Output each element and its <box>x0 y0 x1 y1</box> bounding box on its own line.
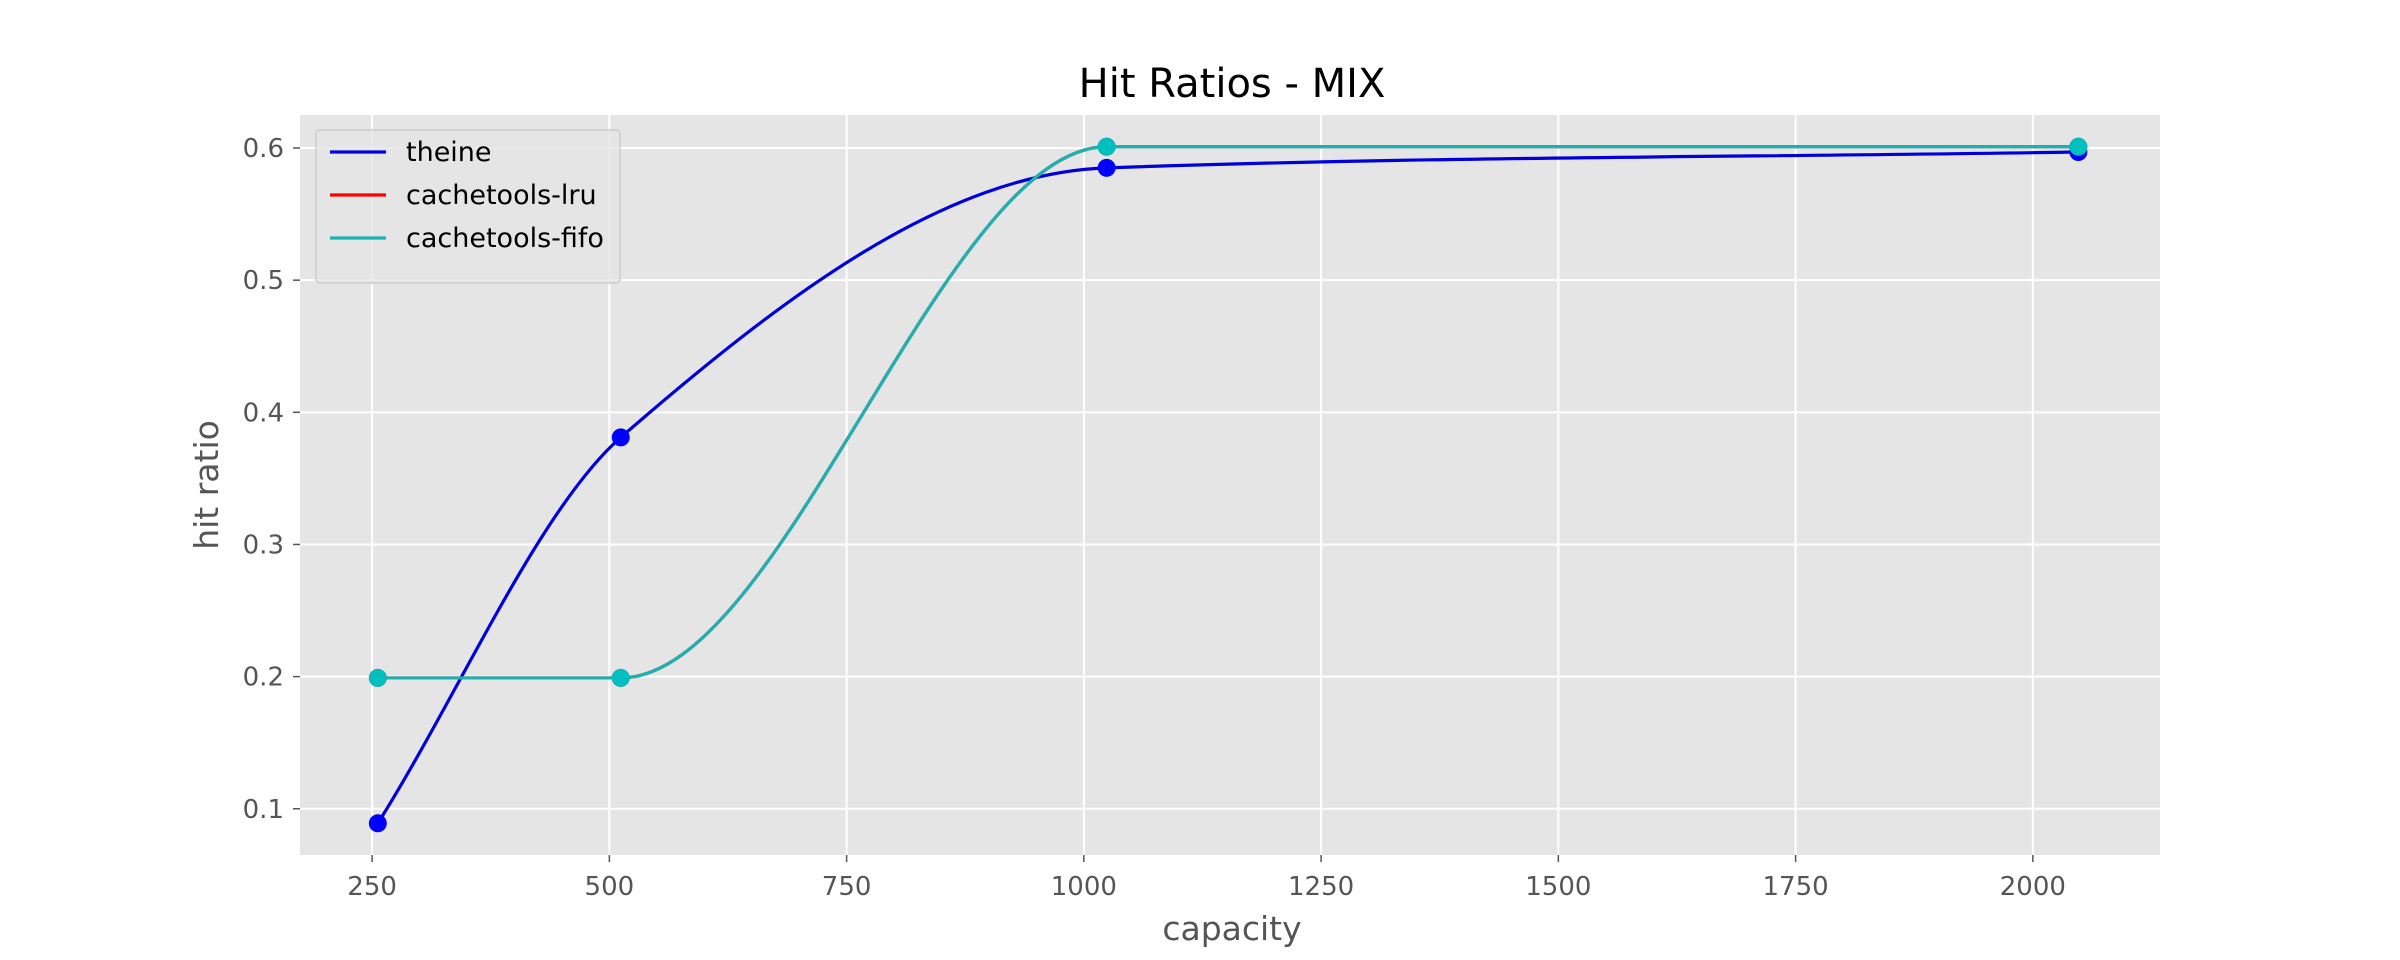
series-markers <box>368 137 2088 833</box>
data-point-cachetools-fifo <box>368 668 387 687</box>
legend-label-cachetools-lru: cachetools-lru <box>406 180 597 211</box>
x-axis-label: capacity <box>1162 909 1301 948</box>
y-axis-label: hit ratio <box>187 420 226 550</box>
x-tick-label: 2000 <box>2000 872 2066 902</box>
y-tick-label: 0.1 <box>243 795 284 825</box>
y-axis-ticks: 0.1 0.2 0.3 0.4 0.5 0.6 <box>243 134 300 825</box>
legend: theine cachetools-lru cachetools-fifo <box>315 129 621 284</box>
y-tick-label: 0.6 <box>243 134 284 164</box>
data-point-theine <box>368 814 387 833</box>
legend-label-theine: theine <box>406 137 492 168</box>
x-tick-label: 1250 <box>1288 872 1354 902</box>
x-tick-label: 500 <box>585 872 635 902</box>
x-tick-label: 250 <box>347 872 397 902</box>
y-tick-label: 0.4 <box>243 398 284 428</box>
legend-box <box>315 129 621 284</box>
data-point-cachetools-fifo <box>1097 137 1116 156</box>
legend-label-cachetools-fifo: cachetools-fifo <box>406 223 604 254</box>
data-point-cachetools-fifo <box>2069 137 2088 156</box>
x-axis-ticks: 250 500 750 1000 1250 1500 1750 2000 <box>347 855 2066 902</box>
y-tick-label: 0.5 <box>243 266 284 296</box>
x-tick-label: 1000 <box>1051 872 1117 902</box>
series-line-cachetools-fifo <box>377 145 2079 680</box>
x-tick-label: 1500 <box>1525 872 1591 902</box>
data-point-cachetools-fifo <box>611 668 630 687</box>
x-tick-label: 1750 <box>1763 872 1829 902</box>
x-tick-label: 750 <box>822 872 872 902</box>
series-lines <box>376 145 2079 825</box>
data-point-theine <box>611 428 630 447</box>
y-tick-label: 0.3 <box>243 530 284 560</box>
data-point-theine <box>1097 158 1116 177</box>
y-tick-label: 0.2 <box>243 663 284 693</box>
series-line-theine <box>376 150 2079 825</box>
chart-title: Hit Ratios - MIX <box>1079 61 1386 107</box>
